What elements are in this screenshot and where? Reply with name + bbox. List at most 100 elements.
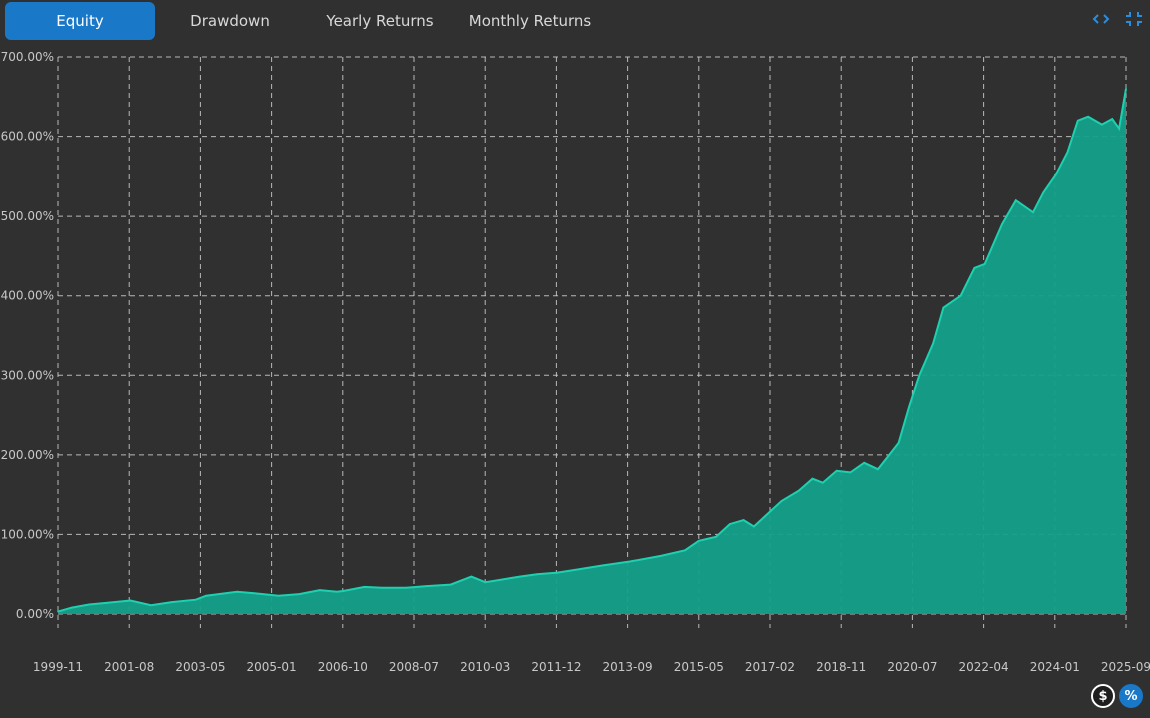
equity-point bbox=[877, 468, 879, 471]
equity-point bbox=[405, 586, 407, 589]
equity-point bbox=[170, 601, 173, 603]
x-tick-label: 2015-05 bbox=[674, 660, 724, 674]
equity-point bbox=[897, 442, 900, 444]
y-tick-label: 100.00% bbox=[1, 527, 54, 541]
equity-point bbox=[298, 593, 301, 595]
equity-point bbox=[1032, 211, 1034, 213]
equity-point bbox=[797, 489, 800, 492]
x-tick-label: 2018-11 bbox=[816, 660, 866, 674]
x-tick-label: 2022-04 bbox=[959, 660, 1009, 674]
y-tick-label: 400.00% bbox=[1, 289, 54, 303]
x-tick-label: 2001-08 bbox=[104, 660, 154, 674]
x-tick-label: 2020-07 bbox=[887, 660, 937, 674]
equity-point bbox=[363, 586, 366, 588]
expand-horizontal-icon[interactable] bbox=[1091, 10, 1111, 28]
equity-point bbox=[129, 599, 132, 602]
equity-point bbox=[556, 571, 559, 574]
equity-point bbox=[973, 267, 976, 269]
equity-point bbox=[71, 606, 73, 609]
tab-yearly-returns[interactable]: Yearly Returns bbox=[326, 12, 434, 30]
equity-point bbox=[1015, 199, 1017, 201]
x-tick-label: 1999-11 bbox=[33, 660, 83, 674]
equity-point bbox=[577, 568, 579, 571]
equity-point bbox=[715, 536, 717, 538]
equity-point bbox=[236, 590, 238, 593]
equity-point bbox=[684, 549, 686, 552]
equity-point bbox=[1118, 127, 1120, 130]
x-tick-label: 2011-12 bbox=[531, 660, 581, 674]
equity-point bbox=[1111, 118, 1113, 120]
equity-point bbox=[1125, 88, 1127, 90]
x-tick-label: 2003-05 bbox=[175, 660, 225, 674]
equity-point bbox=[835, 470, 838, 472]
equity-point bbox=[205, 594, 207, 597]
equity-point bbox=[1101, 123, 1103, 126]
tab-monthly-returns[interactable]: Monthly Returns bbox=[468, 12, 592, 30]
y-tick-label: 200.00% bbox=[1, 448, 54, 462]
equity-point bbox=[660, 555, 662, 557]
equity-line bbox=[57, 88, 1127, 613]
equity-point bbox=[518, 575, 521, 578]
equity-point bbox=[484, 581, 487, 583]
x-tick-label: 2005-01 bbox=[247, 660, 297, 674]
y-tick-label: 500.00% bbox=[1, 209, 54, 223]
x-tick-label: 2008-07 bbox=[389, 660, 439, 674]
equity-point bbox=[425, 585, 428, 587]
equity-point bbox=[629, 560, 631, 563]
equity-point bbox=[536, 573, 538, 575]
equity-point bbox=[150, 604, 152, 606]
dollar-toggle-button[interactable]: $ bbox=[1091, 684, 1115, 708]
equity-point bbox=[494, 579, 497, 582]
equity-point bbox=[918, 374, 921, 377]
x-tick-label: 2010-03 bbox=[460, 660, 510, 674]
equity-point bbox=[959, 294, 962, 297]
equity-point bbox=[277, 594, 280, 597]
equity-point bbox=[1056, 171, 1058, 174]
equity-point bbox=[449, 583, 452, 586]
x-tick-label: 2013-09 bbox=[603, 660, 653, 674]
equity-point bbox=[1066, 151, 1069, 154]
x-tick-label: 2006-10 bbox=[318, 660, 368, 674]
equity-point bbox=[601, 564, 604, 567]
equity-point bbox=[88, 603, 90, 606]
equity-point bbox=[1087, 115, 1089, 118]
equity-point bbox=[908, 406, 910, 408]
equity-point bbox=[698, 540, 700, 542]
equity-point bbox=[1042, 191, 1045, 194]
collapse-icon[interactable] bbox=[1124, 10, 1144, 28]
y-tick-label: 700.00% bbox=[1, 50, 54, 64]
equity-point bbox=[753, 525, 755, 528]
equity-point bbox=[470, 575, 473, 578]
equity-point bbox=[1001, 223, 1003, 225]
x-tick-label: 2025-09 bbox=[1101, 660, 1150, 674]
equity-point bbox=[105, 602, 107, 604]
equity-point bbox=[942, 306, 945, 309]
equity-point bbox=[822, 481, 824, 484]
equity-point bbox=[381, 586, 383, 589]
equity-area bbox=[58, 88, 1126, 615]
y-tick-label: 0.00% bbox=[16, 607, 54, 621]
equity-point bbox=[1077, 119, 1079, 122]
equity-point bbox=[319, 589, 321, 591]
equity-point bbox=[343, 590, 345, 592]
x-tick-label: 2017-02 bbox=[745, 660, 795, 674]
equity-point bbox=[729, 523, 731, 525]
equity-point bbox=[811, 477, 814, 480]
equity-point bbox=[932, 342, 934, 345]
equity-point bbox=[195, 598, 197, 601]
equity-point bbox=[863, 462, 865, 464]
equity-point bbox=[742, 519, 745, 521]
equity-point bbox=[780, 500, 783, 502]
tab-drawdown[interactable]: Drawdown bbox=[190, 12, 270, 30]
x-tick-label: 2024-01 bbox=[1030, 660, 1080, 674]
equity-point bbox=[57, 610, 59, 613]
equity-point bbox=[336, 590, 338, 593]
percent-toggle-button[interactable]: % bbox=[1119, 684, 1143, 708]
tab-equity[interactable]: Equity bbox=[5, 2, 155, 40]
equity-point bbox=[253, 592, 256, 595]
y-tick-label: 600.00% bbox=[1, 130, 54, 144]
equity-point bbox=[983, 263, 986, 265]
y-tick-label: 300.00% bbox=[1, 368, 54, 382]
equity-point bbox=[770, 509, 772, 512]
